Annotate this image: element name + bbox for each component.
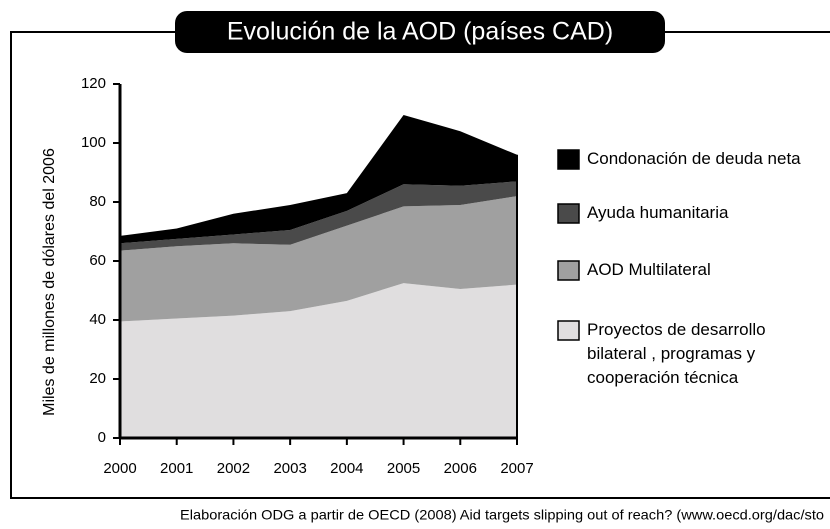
legend-swatch [557, 260, 580, 281]
legend-swatch [557, 149, 580, 170]
x-tick-label: 2000 [103, 460, 136, 477]
x-tick-label: 2007 [500, 460, 533, 477]
area [120, 283, 517, 438]
x-tick-label: 2001 [160, 460, 193, 477]
x-tick-label: 2005 [387, 460, 420, 477]
y-tick-label: 40 [89, 311, 106, 328]
area [120, 196, 517, 322]
area [120, 114, 517, 244]
x-tick-label: 2002 [217, 460, 250, 477]
y-tick-label: 120 [81, 75, 106, 92]
legend-swatch [557, 320, 580, 341]
y-tick-label: 20 [89, 370, 106, 387]
legend-label: Proyectos de desarrollo bilateral , prog… [587, 320, 766, 387]
legend-label: Ayuda humanitaria [587, 203, 729, 222]
source: Elaboración ODG a partir de OECD (2008) … [180, 507, 824, 523]
x-tick-label: 2004 [330, 460, 363, 477]
title-box [175, 11, 665, 53]
legend-label: Condonación de deuda neta [587, 149, 801, 168]
y-tick-label: 100 [81, 134, 106, 151]
area [120, 181, 517, 251]
y-tick-label: 80 [89, 193, 106, 210]
y-axis-label: Miles de millones de dólares del 2006 [41, 148, 58, 416]
y-tick-label: 60 [89, 252, 106, 269]
x-tick-label: 2003 [273, 460, 306, 477]
legend-swatch [557, 203, 580, 224]
legend-label: AOD Multilateral [587, 260, 711, 279]
y-tick-label: 0 [98, 429, 106, 446]
plot: 0 20 40 60 80 100 120 2000 2001 2002 2003 2004 2005 2… [81, 75, 580, 477]
x-tick-label: 2006 [444, 460, 477, 477]
chart-title: Evolución de la AOD (países CAD) [227, 18, 613, 46]
